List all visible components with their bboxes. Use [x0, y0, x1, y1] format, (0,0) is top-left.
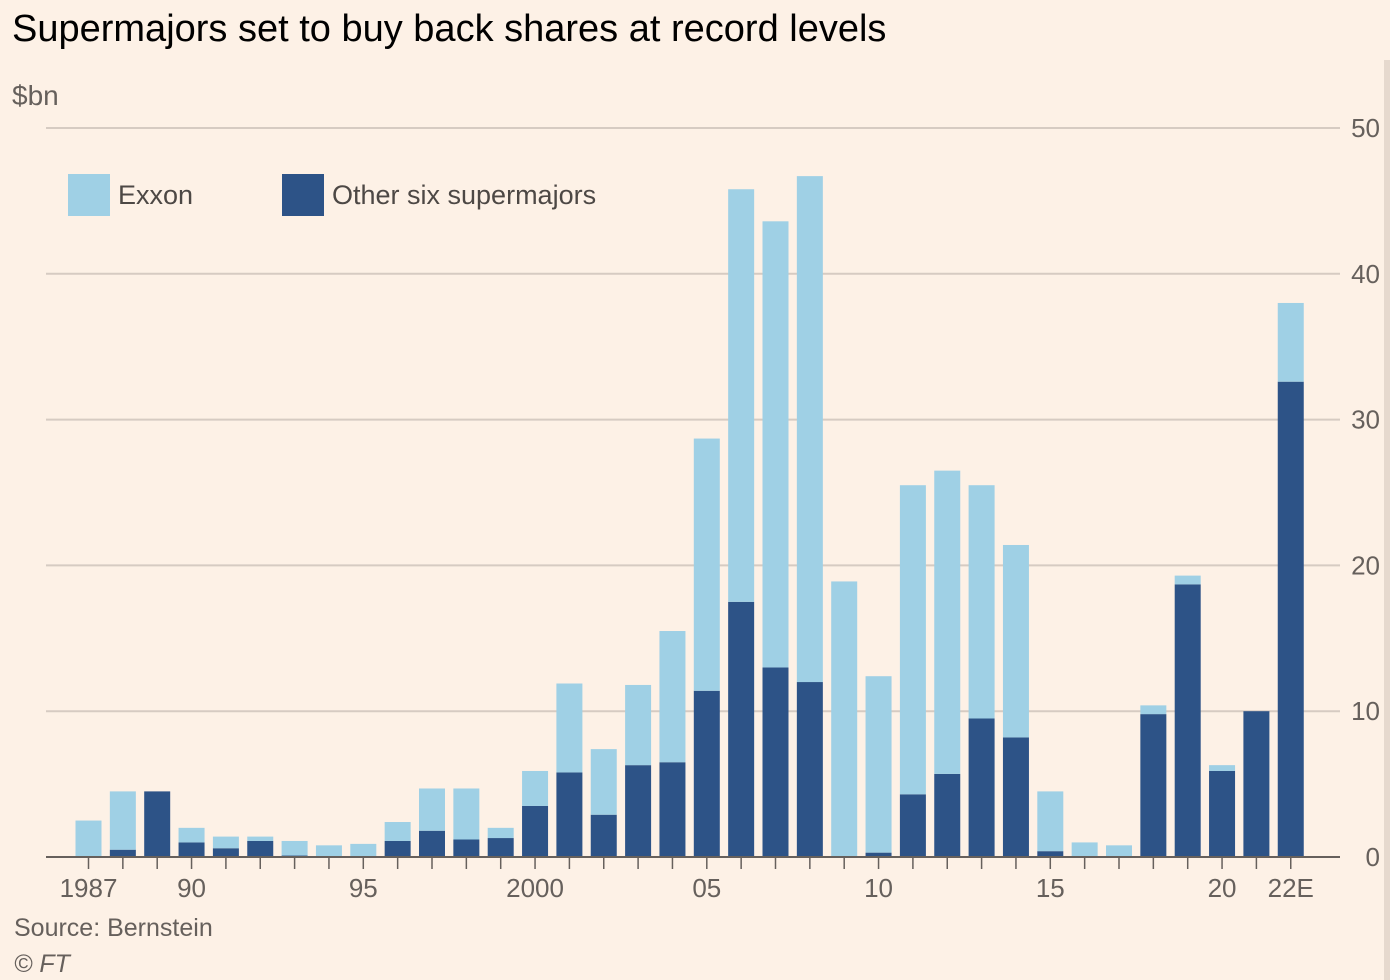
bar-segment-other-six-1997	[419, 830, 445, 857]
y-tick-label: 10	[1351, 696, 1380, 726]
bar-segment-exxon-2019	[1174, 575, 1201, 585]
bar-segment-exxon-2009	[831, 581, 858, 857]
legend-label: Other six supermajors	[332, 180, 596, 210]
right-edge-strip	[1384, 60, 1390, 980]
y-tick-label: 20	[1351, 550, 1380, 580]
bar-segment-other-six-2011	[899, 794, 926, 857]
bar-segment-other-six-1991	[212, 848, 239, 857]
bar-segment-exxon-2011	[899, 485, 926, 795]
bar-segment-other-six-2019	[1174, 584, 1201, 857]
legend: Exxon Other six supermajors	[68, 174, 596, 216]
x-tick-label: 20	[1208, 873, 1237, 903]
bar-segment-other-six-2008	[796, 682, 823, 857]
bar-segment-other-six-1988	[109, 849, 136, 857]
bar-segment-other-six-1996	[384, 840, 411, 857]
bar-segment-exxon-1990	[178, 827, 205, 843]
bar-segment-other-six-2015	[1037, 851, 1064, 857]
x-tick-label: 05	[692, 873, 721, 903]
y-tick-label: 0	[1366, 842, 1380, 872]
bar-segment-other-six-2013	[968, 718, 995, 857]
x-axis	[46, 856, 1340, 869]
y-axis-unit-label: $bn	[12, 80, 59, 111]
bar-segment-exxon-1998	[453, 788, 480, 840]
bar-segment-exxon-2012	[934, 470, 961, 774]
x-tick-label: 95	[349, 873, 378, 903]
bar-segment-exxon-2015	[1037, 791, 1064, 852]
legend-swatch	[282, 174, 324, 216]
bar-segment-exxon-2004	[659, 631, 686, 763]
x-tick-label: 2000	[506, 873, 564, 903]
bar-segment-exxon-2007	[762, 221, 789, 668]
bar-segment-exxon-2013	[968, 485, 995, 719]
bar-segment-exxon-2002	[590, 749, 617, 815]
chart-title: Supermajors set to buy back shares at re…	[12, 8, 887, 50]
bar-segment-other-six-2000	[522, 805, 549, 857]
bar-segment-other-six-2010	[865, 852, 892, 857]
bar-segment-other-six-2004	[659, 762, 686, 857]
bar-segment-exxon-2017	[1106, 845, 1132, 857]
bar-segment-exxon-2003	[625, 684, 652, 766]
x-axis-tick-labels: 1987 90 95 2000 05 10 15 20 22E	[60, 873, 1314, 903]
bar-segment-exxon-1996	[384, 822, 411, 841]
bar-segment-exxon-2014	[1002, 544, 1029, 738]
bar-segment-exxon-2008	[796, 176, 823, 683]
bar-segment-exxon-1987	[75, 820, 102, 857]
bar-segment-exxon-1993	[281, 840, 308, 856]
bar-segment-other-six-2020	[1209, 770, 1236, 857]
bar-segment-other-six-2021	[1243, 711, 1270, 857]
bar-segment-exxon-1991	[212, 836, 239, 849]
bar-segment-other-six-2012	[934, 773, 961, 857]
bar-segment-exxon-2000	[522, 770, 549, 806]
bar-segment-exxon-2005	[693, 438, 720, 691]
bar-segment-other-six-2001	[556, 772, 583, 857]
bar-segment-exxon-1994	[315, 845, 342, 857]
x-tick-label: 22E	[1268, 873, 1314, 903]
bar-segment-other-six-2003	[625, 765, 652, 857]
bar-segment-other-six-2018	[1140, 714, 1167, 857]
grid-lines	[46, 127, 1340, 713]
bar-segment-exxon-2018	[1140, 705, 1167, 715]
bar-segment-other-six-2022E	[1277, 381, 1304, 857]
source-note: Source: Bernstein	[14, 914, 213, 942]
y-tick-label: 50	[1351, 113, 1380, 143]
bar-segment-other-six-2007	[762, 667, 789, 857]
copyright-note: © FT	[14, 950, 70, 978]
bar-segment-other-six-2014	[1002, 737, 1029, 857]
bar-segment-other-six-1999	[487, 838, 514, 857]
bar-segment-other-six-1990	[178, 842, 205, 857]
bar-segment-other-six-1989	[144, 791, 171, 857]
bar-segment-other-six-2002	[590, 814, 617, 857]
bar-segment-exxon-1997	[419, 788, 445, 831]
bar-segment-other-six-1998	[453, 839, 480, 857]
bar-segment-other-six-2005	[693, 690, 720, 857]
y-tick-label: 40	[1351, 259, 1380, 289]
bar-segment-exxon-1995	[350, 843, 377, 857]
bar-segment-exxon-1988	[109, 791, 136, 850]
bars	[75, 176, 1304, 857]
bar-segment-exxon-2022E	[1277, 302, 1304, 382]
bar-segment-exxon-2016	[1071, 842, 1098, 857]
bar-segment-exxon-2010	[865, 676, 892, 853]
x-tick-label: 10	[864, 873, 893, 903]
x-tick-label: 15	[1036, 873, 1065, 903]
legend-label: Exxon	[118, 180, 193, 210]
y-axis-tick-labels: 0 10 20 30 40 50	[1351, 113, 1380, 872]
bar-segment-other-six-2006	[728, 601, 755, 857]
x-tick-label: 90	[177, 873, 206, 903]
bar-segment-exxon-1999	[487, 827, 514, 839]
bar-segment-exxon-2020	[1209, 765, 1236, 771]
bar-segment-exxon-2001	[556, 683, 583, 773]
legend-swatch	[68, 174, 110, 216]
bar-segment-exxon-1992	[247, 836, 274, 841]
x-tick-label: 1987	[60, 873, 118, 903]
bar-segment-exxon-2006	[728, 189, 755, 602]
bar-segment-other-six-1992	[247, 840, 274, 857]
y-tick-label: 30	[1351, 405, 1380, 435]
